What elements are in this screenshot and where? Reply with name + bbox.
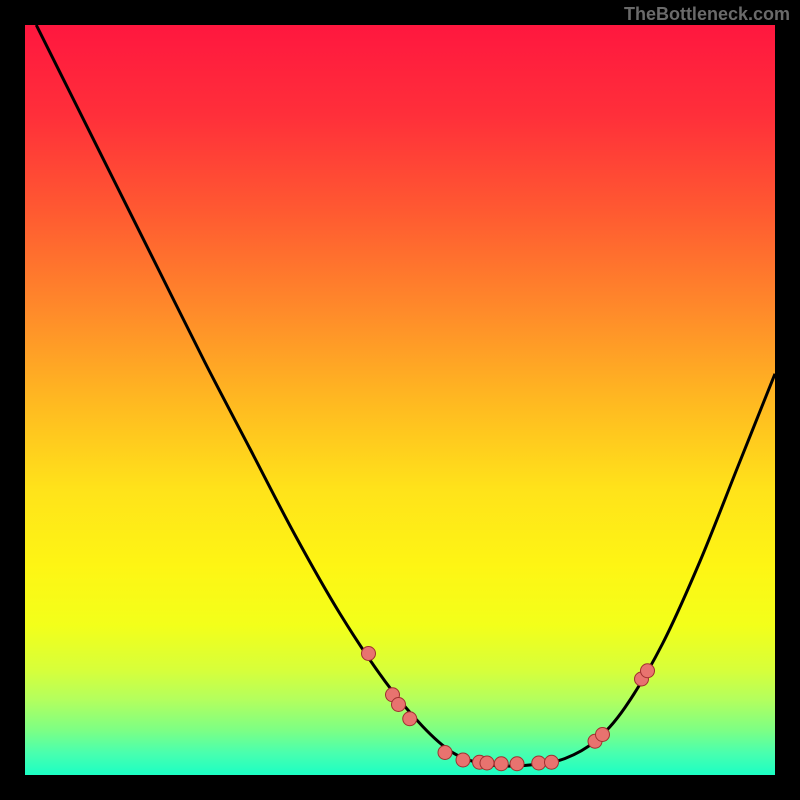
data-marker xyxy=(510,757,524,771)
data-marker xyxy=(532,756,546,770)
data-marker xyxy=(494,757,508,771)
data-marker xyxy=(403,712,417,726)
data-marker xyxy=(545,755,559,769)
data-marker xyxy=(480,756,494,770)
data-marker xyxy=(596,728,610,742)
data-marker xyxy=(392,698,406,712)
data-marker xyxy=(456,753,470,767)
data-marker xyxy=(641,664,655,678)
data-marker xyxy=(362,647,376,661)
watermark-text: TheBottleneck.com xyxy=(624,4,790,25)
data-marker xyxy=(438,746,452,760)
bottleneck-curve xyxy=(36,25,775,766)
chart-plot-area xyxy=(25,25,775,775)
bottleneck-curve-layer xyxy=(25,25,775,775)
